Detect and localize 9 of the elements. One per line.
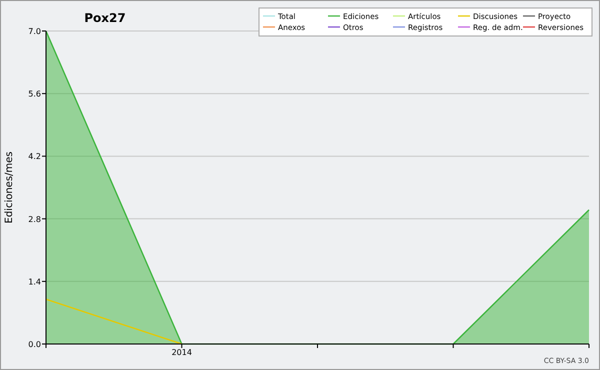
y-tick-label: 4.2 [28,152,41,162]
y-tick-label: 0.0 [28,340,41,349]
chart-title: Pox27 [84,11,126,25]
y-tick-label: 1.4 [28,277,41,286]
y-axis-title: Ediciones/mes [4,151,15,224]
y-tick-label: 7.0 [28,27,41,36]
y-tick-label: 5.6 [28,90,41,99]
x-tick-label: 2014 [172,348,192,357]
y-tick-label: 2.8 [28,214,41,224]
